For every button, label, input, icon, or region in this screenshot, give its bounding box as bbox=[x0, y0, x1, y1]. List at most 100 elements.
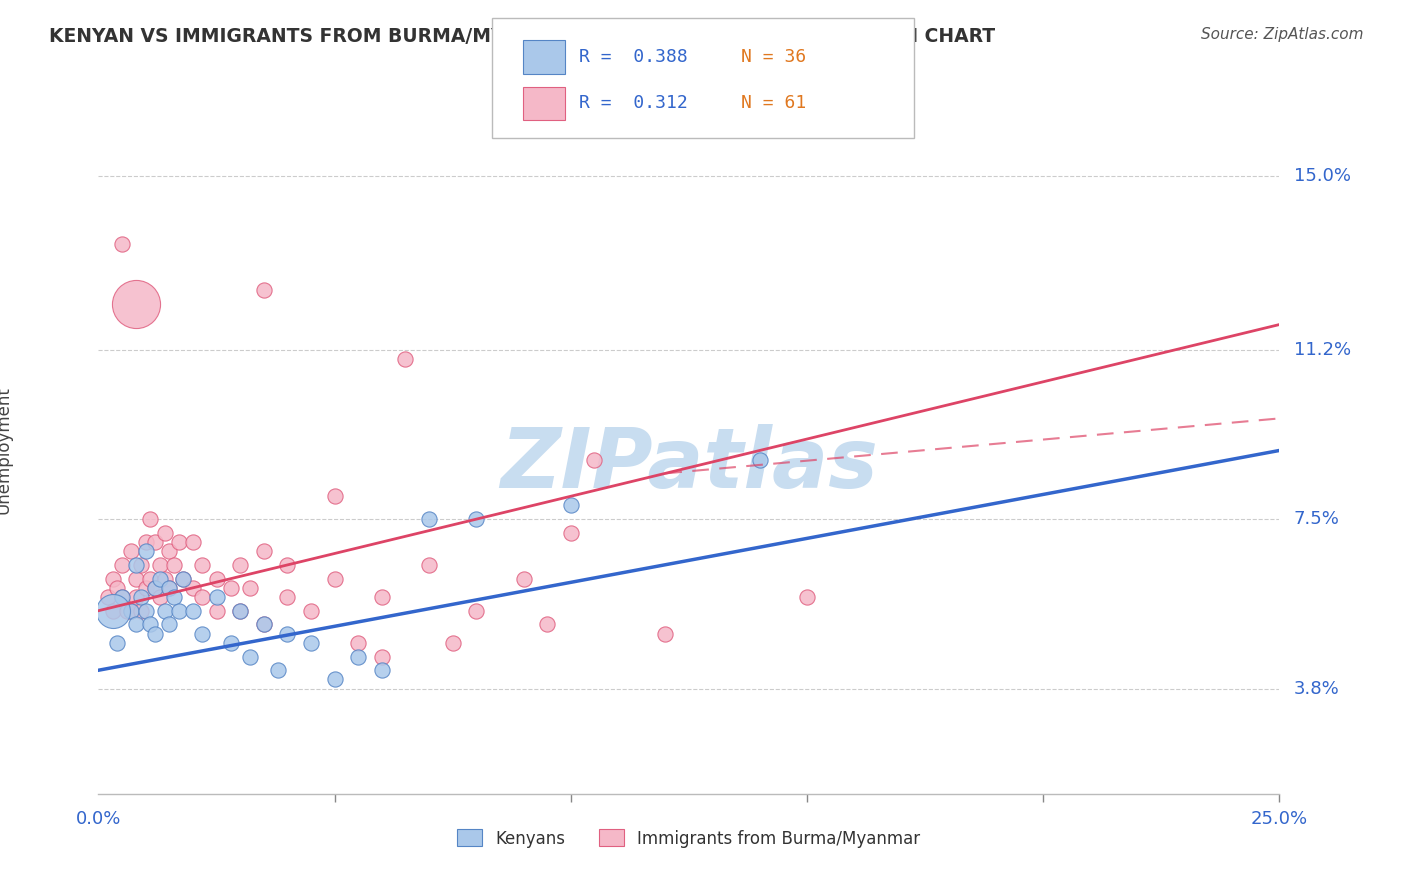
Point bbox=[191, 626, 214, 640]
Point bbox=[153, 572, 176, 586]
Point bbox=[121, 544, 143, 558]
Point bbox=[153, 604, 176, 618]
Point bbox=[163, 590, 186, 604]
Point bbox=[135, 581, 157, 595]
Point bbox=[347, 649, 370, 664]
Point bbox=[172, 572, 194, 586]
Point bbox=[139, 617, 162, 632]
Point bbox=[135, 544, 157, 558]
Point bbox=[299, 636, 322, 650]
Point bbox=[219, 636, 242, 650]
Point bbox=[143, 581, 166, 595]
Point bbox=[139, 572, 162, 586]
Point bbox=[229, 604, 252, 618]
Point bbox=[253, 544, 276, 558]
Point bbox=[536, 617, 558, 632]
Point bbox=[129, 558, 152, 572]
Point bbox=[143, 626, 166, 640]
Point bbox=[135, 535, 157, 549]
Point bbox=[129, 590, 152, 604]
Point bbox=[229, 558, 252, 572]
Point bbox=[239, 649, 262, 664]
Point bbox=[111, 590, 134, 604]
Point bbox=[465, 512, 488, 526]
Point bbox=[512, 572, 534, 586]
Point bbox=[276, 590, 298, 604]
Point bbox=[111, 590, 134, 604]
Point bbox=[583, 452, 606, 467]
Point bbox=[111, 237, 134, 252]
Point bbox=[105, 636, 128, 650]
Point bbox=[418, 558, 440, 572]
Point bbox=[129, 604, 152, 618]
Point bbox=[654, 626, 676, 640]
Point bbox=[253, 617, 276, 632]
Point bbox=[135, 604, 157, 618]
Point bbox=[191, 558, 214, 572]
Point bbox=[560, 499, 582, 513]
Point bbox=[371, 590, 394, 604]
Point bbox=[219, 581, 242, 595]
Point bbox=[371, 663, 394, 677]
Text: N = 36: N = 36 bbox=[741, 48, 806, 66]
Point bbox=[299, 604, 322, 618]
Point bbox=[167, 535, 190, 549]
Point bbox=[143, 581, 166, 595]
Text: 15.0%: 15.0% bbox=[1294, 167, 1351, 185]
Point bbox=[560, 525, 582, 540]
Point bbox=[97, 590, 120, 604]
Point bbox=[276, 626, 298, 640]
Text: Source: ZipAtlas.com: Source: ZipAtlas.com bbox=[1201, 27, 1364, 42]
Text: 0.0%: 0.0% bbox=[76, 810, 121, 828]
Text: KENYAN VS IMMIGRANTS FROM BURMA/MYANMAR UNEMPLOYMENT CORRELATION CHART: KENYAN VS IMMIGRANTS FROM BURMA/MYANMAR … bbox=[49, 27, 995, 45]
Point bbox=[441, 636, 464, 650]
Point bbox=[139, 512, 162, 526]
Point bbox=[115, 604, 138, 618]
Point bbox=[465, 604, 488, 618]
Text: 11.2%: 11.2% bbox=[1294, 341, 1351, 359]
Text: 3.8%: 3.8% bbox=[1294, 680, 1340, 698]
Point bbox=[121, 604, 143, 618]
Point bbox=[149, 558, 172, 572]
Point bbox=[149, 572, 172, 586]
Point bbox=[167, 604, 190, 618]
Point bbox=[149, 590, 172, 604]
Point bbox=[125, 297, 148, 311]
Point bbox=[111, 558, 134, 572]
Point bbox=[191, 590, 214, 604]
Text: R =  0.312: R = 0.312 bbox=[579, 95, 688, 112]
Point bbox=[276, 558, 298, 572]
Point bbox=[101, 604, 124, 618]
Point bbox=[125, 558, 148, 572]
Point bbox=[163, 558, 186, 572]
Point bbox=[347, 636, 370, 650]
Point bbox=[172, 572, 194, 586]
Point bbox=[157, 544, 180, 558]
Point bbox=[157, 581, 180, 595]
Point bbox=[748, 452, 770, 467]
Point bbox=[157, 581, 180, 595]
Text: N = 61: N = 61 bbox=[741, 95, 806, 112]
Point bbox=[181, 581, 204, 595]
Text: R =  0.388: R = 0.388 bbox=[579, 48, 688, 66]
Text: 25.0%: 25.0% bbox=[1251, 810, 1308, 828]
Point bbox=[418, 512, 440, 526]
Text: ZIPatlas: ZIPatlas bbox=[501, 424, 877, 505]
Point bbox=[121, 604, 143, 618]
Legend: Kenyans, Immigrants from Burma/Myanmar: Kenyans, Immigrants from Burma/Myanmar bbox=[451, 822, 927, 855]
Point bbox=[323, 673, 346, 687]
Point bbox=[125, 590, 148, 604]
Point bbox=[394, 351, 416, 366]
Point bbox=[181, 604, 204, 618]
Point bbox=[181, 535, 204, 549]
Point bbox=[125, 572, 148, 586]
Point bbox=[267, 663, 290, 677]
Point bbox=[157, 617, 180, 632]
Point bbox=[371, 649, 394, 664]
Point bbox=[253, 283, 276, 297]
Point bbox=[239, 581, 262, 595]
Point bbox=[229, 604, 252, 618]
Point bbox=[205, 604, 228, 618]
Point bbox=[105, 581, 128, 595]
Text: Unemployment: Unemployment bbox=[0, 386, 13, 515]
